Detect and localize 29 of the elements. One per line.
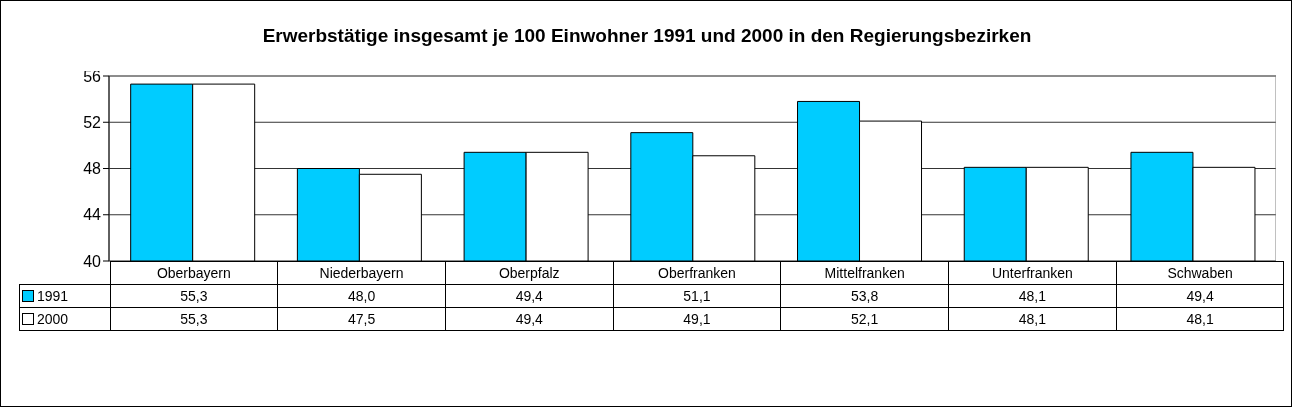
data-label: 49,4 (445, 307, 614, 331)
x-tick-label: Unterfranken (948, 261, 1117, 285)
y-tick-label: 56 (83, 67, 102, 85)
data-label: 51,1 (613, 284, 781, 308)
data-label: 48,1 (948, 307, 1117, 331)
y-tick-label: 52 (83, 113, 102, 131)
data-label: 49,4 (445, 284, 614, 308)
data-label: 49,1 (613, 307, 781, 331)
data-label: 55,3 (110, 307, 278, 331)
chart-title: Erwerbstätige insgesamt je 100 Einwohner 1991 und 2000 in den Regierungsbezirken (261, 25, 1033, 47)
data-label: 53,8 (780, 284, 949, 308)
legend-label: 2000 (37, 310, 69, 327)
y-tick-label: 48 (83, 160, 102, 178)
data-label: 55,3 (110, 284, 278, 308)
y-tick-label: 44 (83, 206, 102, 224)
data-label: 47,5 (277, 307, 446, 331)
x-tick-label: Niederbayern (277, 261, 446, 285)
x-tick-label: Oberfranken (613, 261, 781, 285)
data-label: 48,1 (948, 284, 1117, 308)
y-tick-label: 40 (83, 252, 102, 270)
x-tick-label: Schwaben (1116, 261, 1284, 285)
data-label: 49,4 (1116, 284, 1284, 308)
legend-label: 1991 (37, 287, 69, 304)
x-tick-label: Oberbayern (110, 261, 278, 285)
data-label: 52,1 (780, 307, 949, 331)
x-tick-label: Mittelfranken (780, 261, 949, 285)
data-label: 48,0 (277, 284, 446, 308)
x-tick-label: Oberpfalz (445, 261, 614, 285)
data-label: 48,1 (1116, 307, 1284, 331)
